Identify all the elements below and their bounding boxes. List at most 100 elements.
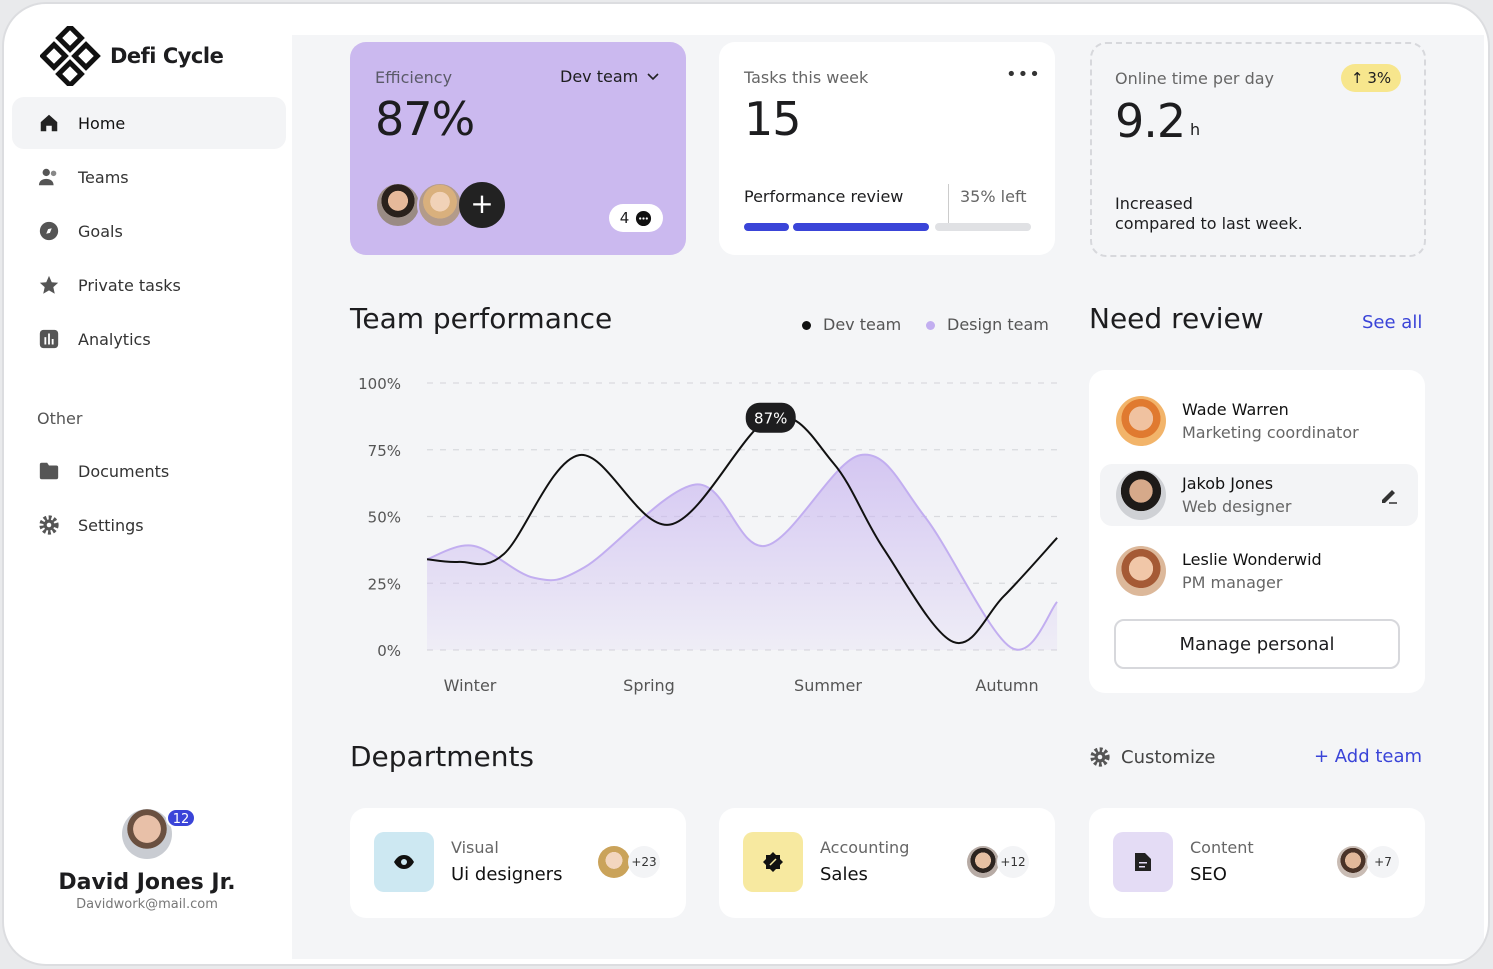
comments-badge[interactable]: 4 xyxy=(609,204,663,232)
tasks-label: Tasks this week xyxy=(744,68,869,87)
progress-remaining xyxy=(934,223,1031,231)
highlight-tooltip xyxy=(745,402,796,433)
legend-dev-team[interactable]: Dev team xyxy=(802,315,901,334)
eye-icon xyxy=(374,832,434,892)
see-all-link[interactable]: See all xyxy=(1362,312,1423,333)
review-person-selected[interactable]: Jakob Jones Web designer xyxy=(1100,464,1418,526)
sidebar-item-teams[interactable]: Teams xyxy=(12,151,286,203)
online-value: 9.2 xyxy=(1115,94,1186,148)
star-icon xyxy=(39,275,59,294)
team-member-avatar[interactable] xyxy=(417,182,463,228)
add-member-button[interactable]: + xyxy=(459,182,505,228)
progress-left-text: 35% left xyxy=(960,187,1027,206)
arrow-up-icon: ↑ xyxy=(1350,69,1364,87)
home-icon xyxy=(40,114,58,132)
sidebar-item-home[interactable]: Home xyxy=(12,97,286,149)
person-avatar xyxy=(1116,546,1166,596)
add-team-button[interactable]: + Add team xyxy=(1314,746,1423,767)
progress-fill xyxy=(744,223,789,231)
customize-button[interactable]: Customize xyxy=(1089,746,1215,768)
legend-label: Dev team xyxy=(823,315,902,334)
manage-personal-button[interactable]: Manage personal xyxy=(1114,619,1400,669)
progress-divider xyxy=(948,184,949,224)
sidebar-section-other: Other xyxy=(37,409,83,428)
member-count: +7 xyxy=(1367,846,1399,878)
review-person[interactable]: Leslie Wonderwid PM manager xyxy=(1100,540,1418,602)
member-avatar xyxy=(967,846,999,878)
team-dropdown[interactable]: Dev team xyxy=(560,67,660,86)
more-options-icon[interactable]: ••• xyxy=(1006,64,1041,85)
customize-label: Customize xyxy=(1121,746,1216,768)
sidebar-item-label: Teams xyxy=(78,167,129,187)
y-tick-label: 100% xyxy=(358,375,401,393)
member-avatar xyxy=(598,846,630,878)
person-name: Wade Warren xyxy=(1182,400,1289,419)
logo[interactable]: Defi Cycle xyxy=(40,26,224,86)
online-label: Online time per day xyxy=(1115,69,1275,88)
legend-design-team[interactable]: Design team xyxy=(926,315,1049,334)
online-note-2: compared to last week. xyxy=(1115,214,1303,233)
chevron-down-icon xyxy=(647,72,659,80)
department-category: Accounting xyxy=(820,838,910,857)
user-avatar[interactable] xyxy=(122,809,172,859)
edit-pencil-icon[interactable] xyxy=(1378,484,1400,506)
sidebar-item-settings[interactable]: Settings xyxy=(12,499,286,551)
person-name: Leslie Wonderwid xyxy=(1182,550,1322,569)
section-title-performance: Team performance xyxy=(350,302,613,335)
team-member-avatar[interactable] xyxy=(375,182,421,228)
sidebar-item-analytics[interactable]: Analytics xyxy=(12,313,286,365)
member-count: +12 xyxy=(997,846,1029,878)
sidebar-item-label: Goals xyxy=(78,221,123,241)
comment-count: 4 xyxy=(619,209,630,227)
member-count: +23 xyxy=(628,846,660,878)
person-role: Marketing coordinator xyxy=(1182,423,1359,442)
tasks-value: 15 xyxy=(744,92,802,146)
efficiency-value: 87% xyxy=(375,92,475,146)
design-team-line xyxy=(426,453,1058,651)
legend-dot xyxy=(926,321,935,330)
logo-icon xyxy=(40,26,101,86)
online-note: Increased xyxy=(1115,194,1193,213)
folder-icon xyxy=(39,462,59,480)
sidebar-item-label: Home xyxy=(78,113,126,133)
team-dropdown-value: Dev team xyxy=(560,67,639,86)
department-name: Sales xyxy=(820,864,868,885)
person-role: Web designer xyxy=(1182,497,1292,516)
y-tick-label: 0% xyxy=(377,642,401,660)
x-tick-label: Winter xyxy=(444,676,497,695)
gear-icon xyxy=(39,515,59,535)
change-value: 3% xyxy=(1367,69,1392,87)
section-title-departments: Departments xyxy=(350,740,535,773)
percent-badge-icon xyxy=(743,832,803,892)
app-name: Defi Cycle xyxy=(110,44,224,68)
user-email: Davidwork@mail.com xyxy=(76,897,218,912)
department-card[interactable]: Visual Ui designers +23 xyxy=(350,808,686,918)
sidebar-item-private-tasks[interactable]: Private tasks xyxy=(12,259,286,311)
sidebar-item-documents[interactable]: Documents xyxy=(12,445,286,497)
sidebar-item-label: Private tasks xyxy=(78,275,181,295)
sidebar-item-label: Documents xyxy=(78,461,170,481)
y-tick-label: 50% xyxy=(368,509,401,527)
notification-badge: 12 xyxy=(166,808,196,828)
highlight-label: 87% xyxy=(754,410,787,428)
person-avatar xyxy=(1116,396,1166,446)
department-name: SEO xyxy=(1190,864,1227,885)
tasks-card: Tasks this week ••• 15 Performance revie… xyxy=(719,42,1055,255)
department-category: Visual xyxy=(451,838,499,857)
person-role: PM manager xyxy=(1182,573,1283,592)
legend-label: Design team xyxy=(947,315,1049,334)
department-category: Content xyxy=(1190,838,1254,857)
x-tick-label: Spring xyxy=(623,676,675,695)
gear-icon xyxy=(1090,747,1110,767)
change-badge: ↑ 3% xyxy=(1341,64,1401,92)
sidebar-item-label: Analytics xyxy=(78,329,151,349)
department-card[interactable]: Content SEO +7 xyxy=(1089,808,1425,918)
department-card[interactable]: Accounting Sales +12 xyxy=(719,808,1055,918)
sidebar-item-goals[interactable]: Goals xyxy=(12,205,286,257)
member-avatar xyxy=(1337,846,1369,878)
online-time-card: Online time per day ↑ 3% 9.2 h Increased … xyxy=(1090,42,1426,257)
review-person[interactable]: Wade Warren Marketing coordinator xyxy=(1100,390,1418,452)
person-avatar xyxy=(1116,470,1166,520)
chat-bubble-icon xyxy=(636,210,652,226)
